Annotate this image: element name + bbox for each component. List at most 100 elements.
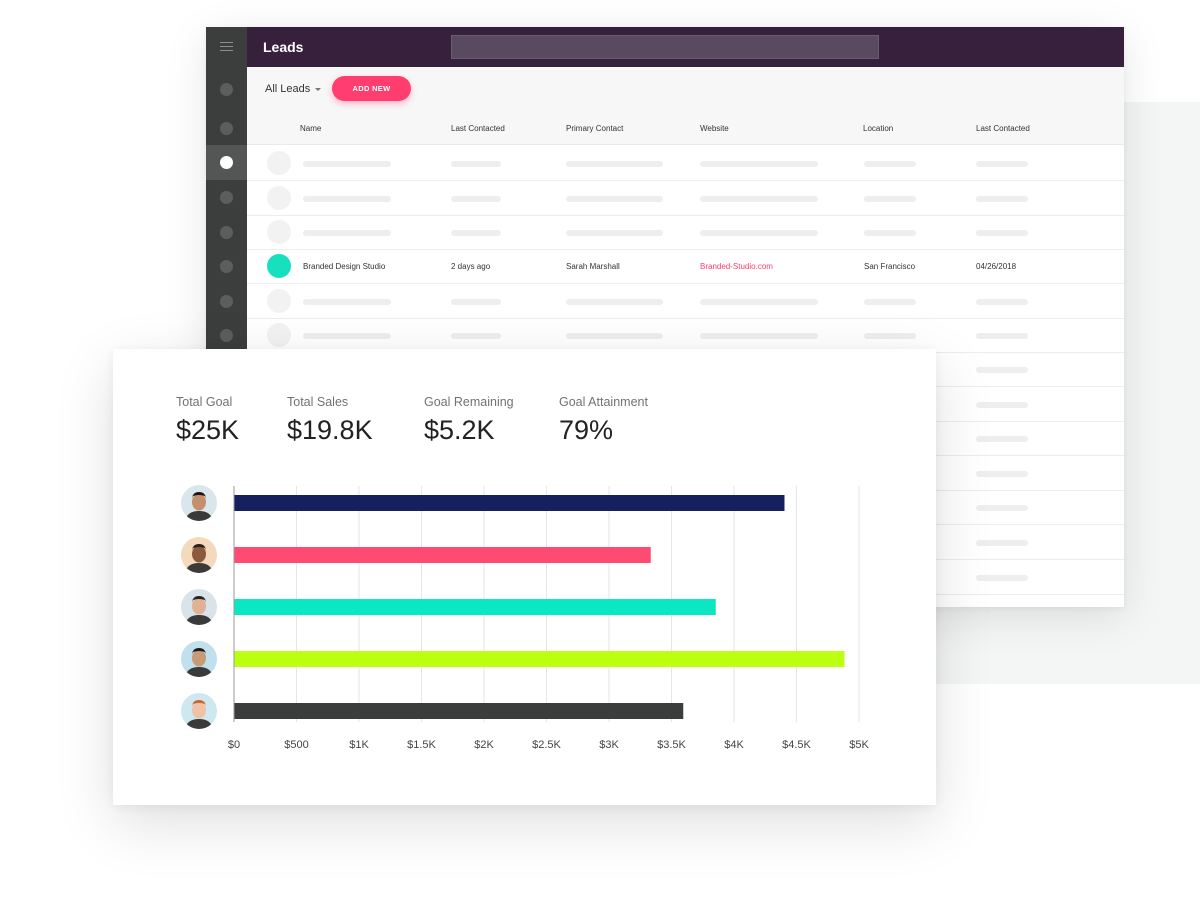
placeholder-skeleton xyxy=(864,161,916,167)
stat-value: 79% xyxy=(559,415,614,445)
nav-dot-icon xyxy=(220,329,233,342)
filter-label: All Leads xyxy=(265,83,311,95)
search-input[interactable] xyxy=(451,35,879,59)
column-header-website[interactable]: Website xyxy=(700,124,729,133)
website-link[interactable]: Branded-Studio.com xyxy=(700,262,773,271)
placeholder-skeleton xyxy=(566,196,663,202)
stat-label: Goal Attainment xyxy=(559,395,648,409)
x-tick-label: $2K xyxy=(474,739,494,751)
nav-dot-icon xyxy=(220,260,233,273)
column-header-name[interactable]: Name xyxy=(300,124,322,133)
lead-avatar xyxy=(267,186,291,210)
sidebar-item-2[interactable] xyxy=(206,111,247,146)
x-tick-label: $500 xyxy=(284,739,308,751)
placeholder-skeleton xyxy=(303,230,391,236)
table-row[interactable] xyxy=(247,181,1124,216)
placeholder-skeleton xyxy=(566,230,663,236)
stat-label: Total Goal xyxy=(176,395,233,409)
placeholder-skeleton xyxy=(976,402,1028,408)
stat-total-goal: Total Goal $25K xyxy=(176,395,239,446)
table-header: Name Last Contacted Primary Contact Webs… xyxy=(247,111,1124,145)
page-title: Leads xyxy=(263,39,304,55)
bar xyxy=(234,547,651,563)
placeholder-skeleton xyxy=(700,161,818,167)
placeholder-skeleton xyxy=(976,505,1028,511)
stat-label: Total Sales xyxy=(287,395,349,409)
leads-window: Leads All Leads ADD NEW Name Last Contac… xyxy=(206,27,1124,607)
table-row[interactable] xyxy=(247,318,1124,353)
x-tick-label: $0 xyxy=(228,739,240,751)
placeholder-skeleton xyxy=(976,471,1028,477)
placeholder-skeleton xyxy=(700,196,818,202)
x-tick-label: $5K xyxy=(849,739,869,751)
avatar-woman-2-icon xyxy=(181,693,217,729)
nav-dot-icon xyxy=(220,83,233,96)
sales-bar-chart: $0 $500 $1K $1.5K $2K $2.5K $3K $3.5K $4K $4.5K $5… xyxy=(228,486,869,751)
stat-value: $19.8K xyxy=(287,415,373,445)
filter-dropdown[interactable]: All Leads xyxy=(265,83,322,95)
lead-name: Branded Design Studio xyxy=(303,262,386,271)
hamburger-menu-icon[interactable] xyxy=(220,42,233,52)
x-tick-label: $4K xyxy=(724,739,744,751)
placeholder-skeleton xyxy=(976,436,1028,442)
toolbar: All Leads ADD NEW xyxy=(247,67,1124,111)
column-header-last-contacted[interactable]: Last Contacted xyxy=(451,124,505,133)
sidebar-item-6[interactable] xyxy=(206,249,247,284)
lead-avatar xyxy=(267,323,291,347)
x-tick-label: $4.5K xyxy=(782,739,811,751)
placeholder-skeleton xyxy=(566,333,663,339)
table-row[interactable] xyxy=(247,284,1124,319)
x-tick-label: $3K xyxy=(599,739,619,751)
lead-avatar xyxy=(267,289,291,313)
caret-down-icon xyxy=(315,87,322,91)
bar xyxy=(234,495,785,511)
placeholder-skeleton xyxy=(864,333,916,339)
last-contacted-date: 04/26/2018 xyxy=(976,262,1017,271)
placeholder-skeleton xyxy=(451,196,501,202)
placeholder-skeleton xyxy=(700,333,818,339)
stat-label: Goal Remaining xyxy=(424,395,514,409)
column-header-primary-contact[interactable]: Primary Contact xyxy=(566,124,624,133)
table-row[interactable] xyxy=(247,146,1124,181)
sidebar-item-7[interactable] xyxy=(206,284,247,319)
table-row[interactable] xyxy=(247,215,1124,250)
sidebar-item-leads[interactable] xyxy=(206,145,247,180)
sidebar-item-5[interactable] xyxy=(206,215,247,250)
placeholder-skeleton xyxy=(303,333,391,339)
placeholder-skeleton xyxy=(976,161,1028,167)
avatar-man-3-icon xyxy=(181,641,217,677)
stat-total-sales: Total Sales $19.8K xyxy=(287,395,373,446)
sidebar-item-4[interactable] xyxy=(206,180,247,215)
placeholder-skeleton xyxy=(700,299,818,305)
column-header-location[interactable]: Location xyxy=(863,124,894,133)
stat-value: $5.2K xyxy=(424,415,495,445)
nav-dot-icon xyxy=(220,295,233,308)
stat-goal-remaining: Goal Remaining $5.2K xyxy=(424,395,514,446)
location: San Francisco xyxy=(864,262,916,271)
column-header-last-contacted-date[interactable]: Last Contacted xyxy=(976,124,1030,133)
placeholder-skeleton xyxy=(976,230,1028,236)
nav-dot-icon xyxy=(220,191,233,204)
sidebar-item-1[interactable] xyxy=(206,72,247,107)
lead-avatar xyxy=(267,151,291,175)
placeholder-skeleton xyxy=(976,333,1028,339)
stat-goal-attainment: Goal Attainment 79% xyxy=(559,395,648,446)
avatar-man-1-icon xyxy=(181,537,217,573)
lead-avatar xyxy=(267,220,291,244)
placeholder-skeleton xyxy=(864,230,916,236)
lead-avatar xyxy=(267,254,291,278)
sidebar-item-8[interactable] xyxy=(206,318,247,353)
placeholder-skeleton xyxy=(566,299,663,305)
last-contacted: 2 days ago xyxy=(451,262,491,271)
bar xyxy=(234,599,716,615)
nav-dot-icon xyxy=(220,156,233,169)
placeholder-skeleton xyxy=(976,196,1028,202)
nav-dot-icon xyxy=(220,122,233,135)
nav-dot-icon xyxy=(220,226,233,239)
placeholder-skeleton xyxy=(303,299,391,305)
add-new-button[interactable]: ADD NEW xyxy=(332,76,411,101)
placeholder-skeleton xyxy=(864,196,916,202)
x-tick-label: $1.5K xyxy=(407,739,436,751)
primary-contact: Sarah Marshall xyxy=(566,262,620,271)
table-row-highlighted[interactable]: Branded Design Studio 2 days ago Sarah Mar… xyxy=(247,249,1124,284)
